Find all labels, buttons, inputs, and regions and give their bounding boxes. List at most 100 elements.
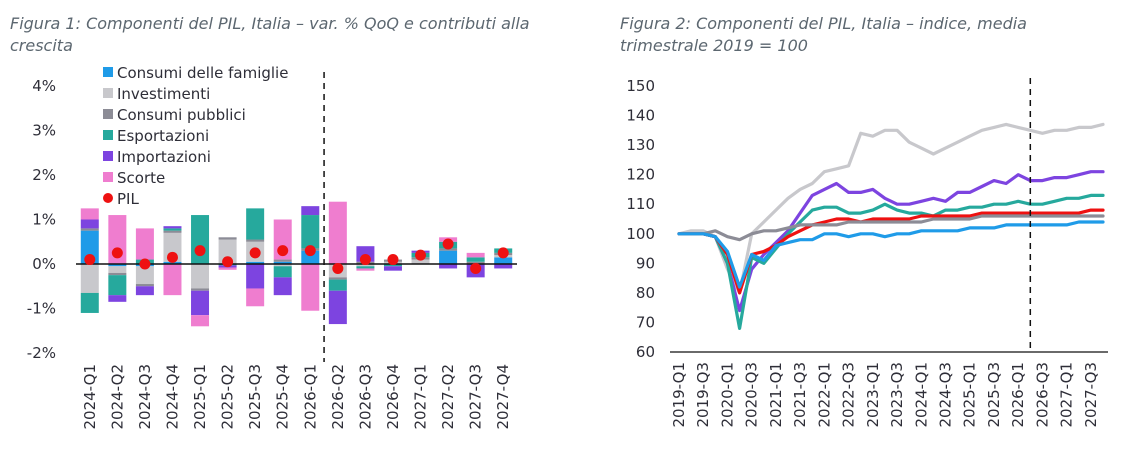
x-tick-label: 2022-Q3	[840, 362, 858, 428]
y-tick-label: 0%	[32, 255, 56, 273]
bar-esportazioni-2024-q4	[163, 228, 182, 231]
figure-2-line-chart: 60 70 80 90 100 110 120 130 140 150 2019-Q1 2019-Q3…	[626, 77, 1108, 428]
x-tick-label: 2026-Q3	[1033, 362, 1051, 428]
legend-label-investimenti: Investimenti	[117, 85, 210, 103]
y-tick-label: 90	[636, 254, 655, 272]
x-tick-label: 2024-Q4	[163, 364, 181, 430]
legend-label-pil: PIL	[117, 190, 139, 208]
pil-marker-2026-q4	[387, 254, 399, 266]
bar-consumi-pubblici-2025-q2	[218, 237, 237, 240]
bar-investimenti-2025-q4	[273, 264, 292, 267]
x-tick-label: 2020-Q3	[743, 362, 761, 428]
bar-esportazioni-2024-q2	[108, 275, 127, 296]
x-tick-label: 2027-Q3	[467, 364, 485, 430]
pil-marker-2026-q2	[332, 262, 344, 274]
legend-label-consumi-delle-famiglie: Consumi delle famiglie	[117, 64, 288, 82]
pil-marker-2024-q2	[111, 247, 123, 259]
x-tick-label: 2025-Q3	[985, 362, 1003, 428]
legend-swatch-scorte	[103, 172, 113, 182]
legend-label-importazioni: Importazioni	[117, 148, 211, 166]
x-tick-label: 2024-Q1	[81, 364, 99, 430]
series-line-5	[677, 214, 1105, 242]
bar-importazioni-2024-q4	[163, 226, 182, 229]
pil-marker-2024-q4	[166, 251, 178, 263]
y-tick-label: 3%	[32, 122, 56, 140]
y-tick-label: 4%	[32, 77, 56, 95]
series-line-2	[677, 170, 1105, 313]
bar-importazioni-2024-q2	[108, 295, 127, 302]
bar-consumi-delle-famiglie-2025-q3	[246, 261, 265, 264]
pil-marker-2024-q1	[84, 254, 96, 266]
pil-marker-2027-q2	[442, 238, 454, 250]
x-tick-label: 2022-Q1	[815, 362, 833, 428]
x-tick-label: 2025-Q1	[961, 362, 979, 428]
bar-importazioni-2027-q2	[439, 264, 458, 269]
bar-investimenti-2025-q1	[191, 264, 210, 289]
legend-swatch-consumi-delle-famiglie	[103, 67, 113, 77]
bar-importazioni-2024-q3	[135, 286, 154, 296]
bar-consumi-delle-famiglie-2025-q4	[273, 261, 292, 264]
legend-swatch-esportazioni	[103, 130, 113, 140]
legend-label-consumi-pubblici: Consumi pubblici	[117, 106, 246, 124]
bar-scorte-2025-q1	[191, 315, 210, 327]
bar-importazioni-2026-q1	[301, 206, 320, 216]
x-tick-label: 2024-Q2	[108, 364, 126, 430]
x-tick-label: 2027-Q1	[412, 364, 430, 430]
bar-esportazioni-2026-q4	[383, 264, 402, 267]
y-tick-label: 70	[636, 313, 655, 331]
bar-consumi-delle-famiglie-2024-q1	[80, 230, 99, 264]
x-tick-label: 2027-Q2	[439, 364, 457, 430]
x-tick-label: 2024-Q1	[912, 362, 930, 428]
legend-label-esportazioni: Esportazioni	[117, 127, 209, 145]
pil-marker-2025-q3	[249, 247, 261, 259]
bar-investimenti-2024-q1	[80, 264, 99, 293]
pil-marker-2025-q4	[277, 245, 289, 257]
y-tick-label: 80	[636, 284, 655, 302]
pil-marker-2027-q4	[497, 247, 509, 259]
y-tick-label: 120	[626, 166, 655, 184]
bar-esportazioni-2026-q1	[301, 215, 320, 249]
pil-marker-2026-q3	[359, 254, 371, 266]
x-tick-label: 2026-Q1	[1009, 362, 1027, 428]
x-tick-label: 2027-Q4	[494, 364, 512, 430]
x-tick-label: 2026-Q4	[384, 364, 402, 430]
series-line-3	[677, 193, 1105, 330]
bar-scorte-2024-q3	[135, 228, 154, 260]
bar-consumi-pubblici-2025-q3	[246, 239, 265, 242]
bar-esportazioni-2025-q1	[191, 215, 210, 264]
bar-importazioni-2024-q1	[80, 219, 99, 229]
pil-marker-2024-q3	[139, 258, 151, 270]
figure-2-title: Figura 2: Componenti del PIL, Italia – i…	[620, 14, 1027, 55]
bar-scorte-2025-q3	[246, 288, 265, 307]
y-tick-label: 130	[626, 136, 655, 154]
bar-esportazioni-2026-q3	[356, 266, 375, 269]
figure-1-title: Figura 1: Componenti del PIL, Italia – v…	[10, 14, 530, 55]
bar-consumi-delle-famiglie-2024-q2	[108, 264, 127, 267]
pil-marker-2025-q1	[194, 245, 206, 257]
pil-marker-2026-q1	[304, 245, 316, 257]
figure-1-stacked-bar-chart: -2% -1% 0% 1% 2% 3% 4% 2024-Q1 2024-Q2 2024-Q3 202…	[27, 64, 517, 430]
pil-marker-2027-q3	[470, 262, 482, 274]
bar-importazioni-2025-q3	[246, 264, 265, 289]
x-tick-label: 2025-Q1	[191, 364, 209, 430]
bar-scorte-2026-q3	[356, 268, 375, 271]
x-tick-label: 2027-Q3	[1082, 362, 1100, 428]
bar-esportazioni-2026-q2	[328, 279, 347, 291]
legend-label-scorte: Scorte	[117, 169, 165, 187]
x-tick-label: 2027-Q1	[1058, 362, 1076, 428]
bar-scorte-2027-q3	[466, 252, 485, 258]
pil-marker-2027-q1	[415, 249, 427, 261]
x-tick-label: 2021-Q1	[767, 362, 785, 428]
x-tick-label: 2026-Q1	[301, 364, 319, 430]
bar-importazioni-2026-q4	[383, 266, 402, 271]
bar-esportazioni-2025-q4	[273, 266, 292, 278]
pil-marker-2025-q2	[222, 256, 234, 268]
bar-consumi-pubblici-2024-q3	[135, 284, 154, 287]
bar-investimenti-2026-q3	[356, 264, 375, 267]
bar-consumi-pubblici-2025-q1	[191, 288, 210, 291]
legend-swatch-importazioni	[103, 151, 113, 161]
x-tick-label: 2025-Q2	[219, 364, 237, 430]
y-tick-label: 140	[626, 107, 655, 125]
bar-scorte-2024-q1	[80, 208, 99, 220]
